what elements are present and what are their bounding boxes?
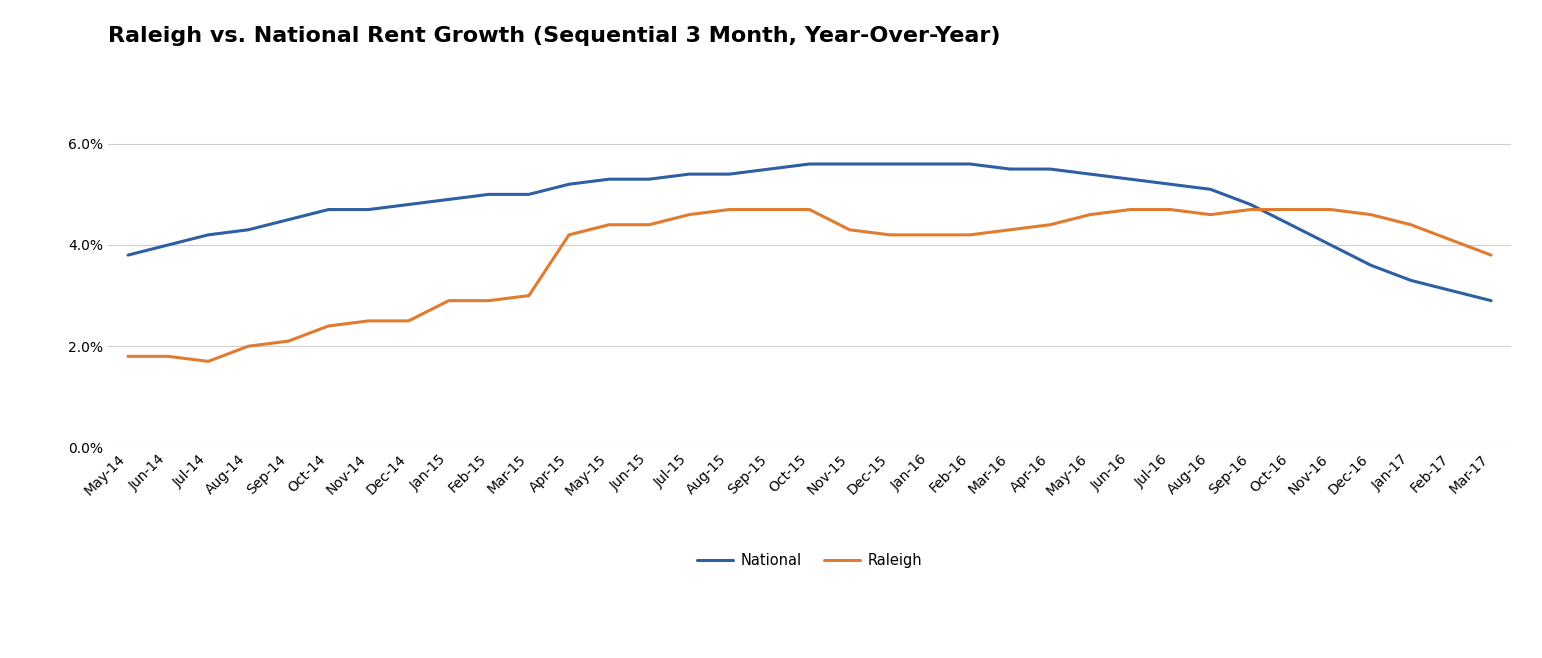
National [119, 251, 137, 259]
Raleigh [1482, 251, 1500, 259]
Raleigh [1442, 236, 1460, 244]
National [961, 160, 979, 168]
Raleigh [961, 231, 979, 239]
Raleigh [1121, 205, 1140, 213]
Line: National: National [128, 164, 1491, 301]
National [199, 231, 217, 239]
Raleigh [159, 353, 177, 361]
National [640, 175, 658, 183]
Raleigh [480, 297, 498, 305]
National [359, 205, 378, 213]
National [560, 180, 578, 188]
National [1442, 287, 1460, 295]
National [1362, 261, 1380, 269]
Raleigh [439, 297, 458, 305]
National [1081, 170, 1099, 178]
National [600, 175, 618, 183]
Text: Raleigh vs. National Rent Growth (Sequential 3 Month, Year-Over-Year): Raleigh vs. National Rent Growth (Sequen… [108, 26, 1001, 46]
National [279, 216, 298, 224]
National [480, 190, 498, 198]
Raleigh [1241, 205, 1260, 213]
Raleigh [399, 317, 418, 325]
National [439, 195, 458, 203]
Raleigh [119, 353, 137, 361]
Raleigh [1161, 205, 1180, 213]
National [1482, 297, 1500, 305]
National [399, 201, 418, 209]
Raleigh [1001, 226, 1019, 234]
National [1121, 175, 1140, 183]
National [1001, 165, 1019, 173]
Raleigh [560, 231, 578, 239]
Raleigh [1041, 221, 1059, 229]
Raleigh [600, 221, 618, 229]
National [239, 226, 258, 234]
Raleigh [359, 317, 378, 325]
National [319, 205, 338, 213]
Raleigh [199, 357, 217, 365]
National [840, 160, 859, 168]
National [680, 170, 699, 178]
National [880, 160, 899, 168]
National [1201, 186, 1220, 193]
Raleigh [1281, 205, 1300, 213]
National [159, 241, 177, 249]
National [1321, 241, 1340, 249]
National [1241, 201, 1260, 209]
Raleigh [1081, 211, 1099, 218]
National [1402, 276, 1420, 284]
National [760, 165, 779, 173]
National [921, 160, 939, 168]
Raleigh [921, 231, 939, 239]
Raleigh [319, 322, 338, 330]
Raleigh [760, 205, 779, 213]
Legend: National, Raleigh: National, Raleigh [691, 547, 928, 574]
Raleigh [1362, 211, 1380, 218]
Raleigh [279, 337, 298, 345]
National [1161, 180, 1180, 188]
National [520, 190, 538, 198]
Raleigh [680, 211, 699, 218]
National [720, 170, 739, 178]
Raleigh [640, 221, 658, 229]
Line: Raleigh: Raleigh [128, 209, 1491, 361]
Raleigh [1201, 211, 1220, 218]
National [800, 160, 819, 168]
Raleigh [520, 291, 538, 299]
Raleigh [840, 226, 859, 234]
Raleigh [720, 205, 739, 213]
Raleigh [1321, 205, 1340, 213]
Raleigh [880, 231, 899, 239]
Raleigh [239, 342, 258, 350]
Raleigh [800, 205, 819, 213]
National [1041, 165, 1059, 173]
Raleigh [1402, 221, 1420, 229]
National [1281, 221, 1300, 229]
